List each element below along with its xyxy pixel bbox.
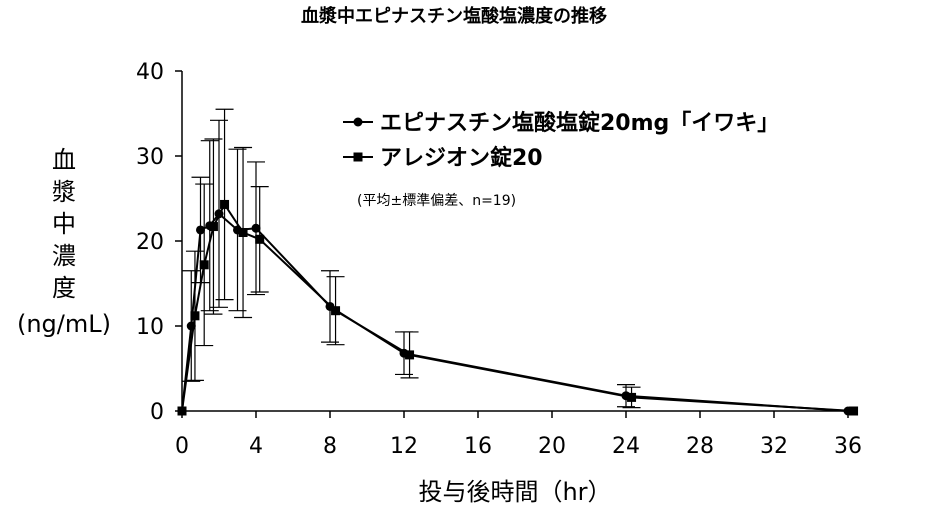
series-line [181,202,854,412]
y-axis-label-part: (ng/mL) [17,310,111,338]
x-tick-label: 0 [175,434,189,459]
data-point [190,311,200,321]
x-tick-label: 16 [464,434,492,459]
data-point [177,406,187,416]
x-tick-label: 4 [249,434,263,459]
data-point [627,392,637,402]
chart-title: 血漿中エピナスチン塩酸塩濃度の推移 [301,5,607,27]
legend: エピナスチン塩酸塩錠20mg「イワキ」 アレジオン錠20 [343,110,779,171]
y-tick-label: 0 [150,400,164,425]
x-tick-label: 12 [390,434,418,459]
y-tick-label: 10 [136,315,164,340]
data-point [220,199,230,209]
plot-area [177,108,859,416]
y-tick-label: 20 [136,230,164,255]
y-axis-label-part: 度 [52,274,76,302]
data-point [208,222,218,232]
y-axis-label-part: 中 [52,210,76,238]
data-point [196,225,205,235]
y-tick-label: 40 [136,60,164,85]
data-point [849,406,859,416]
y-axis-label-part: 血 [52,146,76,174]
x-tick-label: 36 [834,434,862,459]
legend-label-epinastine: エピナスチン塩酸塩錠20mg「イワキ」 [380,110,779,136]
y-axis-label-part: 濃 [52,242,76,270]
series-line [181,212,849,412]
x-tick-label: 8 [323,434,337,459]
y-axis-label-part: 漿 [52,178,76,206]
y-tick-label: 30 [136,145,164,170]
axis-ticks: 0 4 8 12 16 20 24 28 32 36 0 10 20 30 40 [136,60,862,459]
data-point [255,234,265,244]
data-point [405,350,415,360]
data-point [331,306,341,316]
x-tick-label: 32 [760,434,788,459]
x-tick-label: 24 [612,434,640,459]
x-tick-label: 28 [686,434,714,459]
legend-marker-square [353,152,363,162]
x-tick-label: 20 [538,434,566,459]
legend-label-alesion: アレジオン錠20 [380,145,543,171]
stats-note: (平均±標準偏差、n=19) [357,193,516,209]
legend-marker-circle [353,117,363,127]
data-point [251,223,261,233]
x-axis-label: 投与後時間（hr） [418,478,611,506]
data-point [238,228,248,237]
data-point [199,260,209,270]
